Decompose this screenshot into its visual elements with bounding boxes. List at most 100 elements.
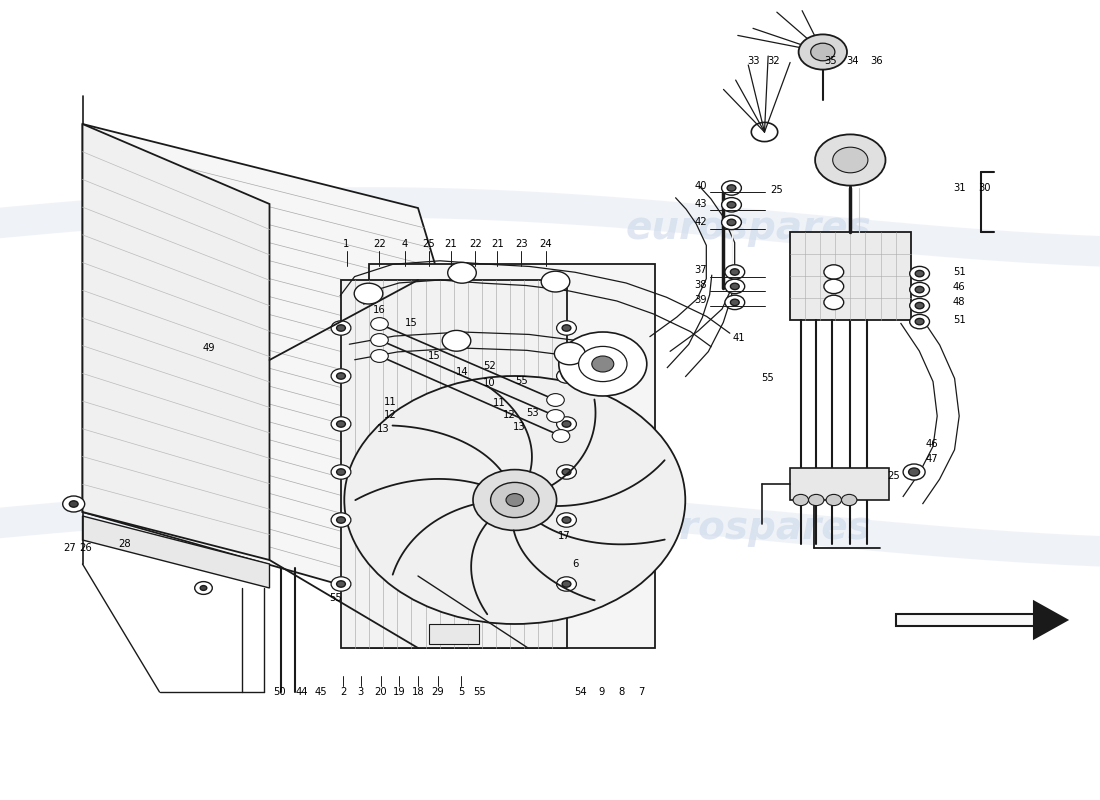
Circle shape bbox=[722, 181, 741, 195]
Text: 5: 5 bbox=[458, 687, 464, 697]
Text: 42: 42 bbox=[694, 218, 707, 227]
Text: 39: 39 bbox=[694, 295, 707, 305]
Circle shape bbox=[354, 283, 383, 304]
Circle shape bbox=[910, 266, 930, 281]
Circle shape bbox=[824, 295, 844, 310]
Polygon shape bbox=[82, 516, 270, 588]
Text: 12: 12 bbox=[384, 410, 397, 420]
Circle shape bbox=[725, 295, 745, 310]
Text: 55: 55 bbox=[473, 687, 486, 697]
Polygon shape bbox=[790, 468, 889, 500]
Text: 11: 11 bbox=[384, 397, 397, 406]
Text: 55: 55 bbox=[329, 593, 342, 602]
Circle shape bbox=[344, 376, 685, 624]
Text: 25: 25 bbox=[887, 471, 900, 481]
Circle shape bbox=[910, 314, 930, 329]
Circle shape bbox=[824, 279, 844, 294]
Text: 8: 8 bbox=[618, 687, 625, 697]
Text: 44: 44 bbox=[295, 687, 308, 697]
Text: 50: 50 bbox=[273, 687, 286, 697]
Circle shape bbox=[562, 581, 571, 587]
Circle shape bbox=[442, 330, 471, 351]
Circle shape bbox=[815, 134, 886, 186]
Circle shape bbox=[337, 373, 345, 379]
Circle shape bbox=[331, 465, 351, 479]
Text: 20: 20 bbox=[374, 687, 387, 697]
Circle shape bbox=[337, 517, 345, 523]
Text: 24: 24 bbox=[539, 239, 552, 249]
Circle shape bbox=[331, 577, 351, 591]
Text: 34: 34 bbox=[846, 56, 859, 66]
Text: 22: 22 bbox=[373, 239, 386, 249]
Circle shape bbox=[730, 269, 739, 275]
Text: 9: 9 bbox=[598, 687, 605, 697]
Text: 3: 3 bbox=[358, 687, 364, 697]
Text: 32: 32 bbox=[767, 56, 780, 66]
Text: 38: 38 bbox=[694, 280, 707, 290]
Circle shape bbox=[371, 318, 388, 330]
Circle shape bbox=[562, 517, 571, 523]
Circle shape bbox=[547, 410, 564, 422]
Circle shape bbox=[562, 469, 571, 475]
Text: 36: 36 bbox=[870, 56, 883, 66]
Circle shape bbox=[337, 325, 345, 331]
Text: 15: 15 bbox=[405, 318, 418, 328]
Polygon shape bbox=[368, 264, 654, 648]
Circle shape bbox=[579, 346, 627, 382]
Circle shape bbox=[473, 470, 557, 530]
Text: 46: 46 bbox=[953, 282, 966, 292]
Circle shape bbox=[200, 586, 207, 590]
Circle shape bbox=[562, 325, 571, 331]
Circle shape bbox=[337, 581, 345, 587]
Circle shape bbox=[331, 417, 351, 431]
Circle shape bbox=[722, 215, 741, 230]
Circle shape bbox=[506, 494, 524, 506]
Circle shape bbox=[562, 373, 571, 379]
Text: 4: 4 bbox=[402, 239, 408, 249]
Text: 26: 26 bbox=[79, 543, 92, 553]
Circle shape bbox=[915, 286, 924, 293]
Text: 27: 27 bbox=[63, 543, 76, 553]
Circle shape bbox=[557, 465, 576, 479]
Text: 47: 47 bbox=[925, 454, 938, 464]
Circle shape bbox=[557, 417, 576, 431]
Circle shape bbox=[562, 421, 571, 427]
Circle shape bbox=[552, 430, 570, 442]
Circle shape bbox=[541, 271, 570, 292]
Circle shape bbox=[725, 265, 745, 279]
Circle shape bbox=[559, 332, 647, 396]
Text: 51: 51 bbox=[953, 267, 966, 277]
Text: 15: 15 bbox=[428, 351, 441, 361]
Text: 41: 41 bbox=[733, 333, 746, 342]
Text: eurospares: eurospares bbox=[625, 209, 871, 247]
Text: 16: 16 bbox=[373, 306, 386, 315]
Text: 46: 46 bbox=[925, 439, 938, 449]
Circle shape bbox=[793, 494, 808, 506]
Circle shape bbox=[727, 185, 736, 191]
Circle shape bbox=[371, 350, 388, 362]
Text: 12: 12 bbox=[503, 410, 516, 420]
Text: 13: 13 bbox=[513, 422, 526, 432]
Text: 18: 18 bbox=[411, 687, 425, 697]
Circle shape bbox=[799, 34, 847, 70]
Text: 54: 54 bbox=[574, 687, 587, 697]
Text: 7: 7 bbox=[638, 687, 645, 697]
Circle shape bbox=[448, 262, 476, 283]
Text: 40: 40 bbox=[694, 181, 707, 190]
Text: 21: 21 bbox=[491, 239, 504, 249]
Circle shape bbox=[491, 482, 539, 518]
Circle shape bbox=[331, 369, 351, 383]
Text: eurospares: eurospares bbox=[174, 509, 420, 547]
Circle shape bbox=[910, 282, 930, 297]
Text: 30: 30 bbox=[978, 183, 991, 193]
Text: 23: 23 bbox=[515, 239, 528, 249]
Text: 33: 33 bbox=[747, 56, 760, 66]
Circle shape bbox=[826, 494, 842, 506]
Text: 10: 10 bbox=[483, 378, 496, 388]
Circle shape bbox=[915, 318, 924, 325]
Polygon shape bbox=[1034, 602, 1067, 638]
Text: 49: 49 bbox=[202, 343, 216, 353]
Circle shape bbox=[727, 219, 736, 226]
Text: 6: 6 bbox=[572, 559, 579, 569]
Text: eurospares: eurospares bbox=[625, 509, 871, 547]
